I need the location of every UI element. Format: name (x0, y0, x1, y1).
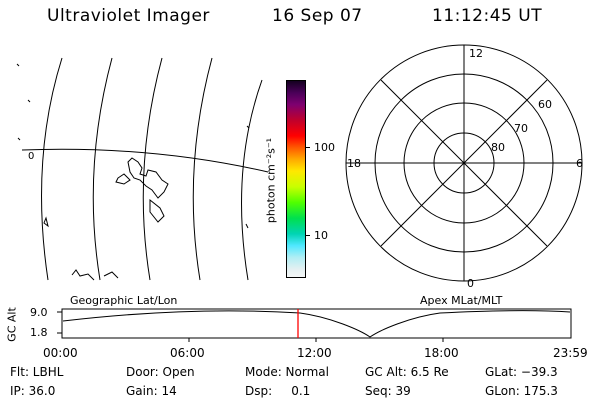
glat-info: GLat: −39.3 (485, 365, 558, 379)
mlt-label-dawn: 6 (576, 157, 583, 170)
colorbar-tick (306, 147, 310, 148)
seq-info: Seq: 39 (365, 384, 411, 398)
dsp-info: Dsp: 0.1 (245, 384, 311, 398)
altitude-strip-chart (57, 308, 572, 342)
gain-info: Gain: 14 (126, 384, 177, 398)
time-tick-label: 06:00 (170, 346, 205, 360)
time-tick-label: 23:59 (553, 346, 588, 360)
glon-info: GLon: 175.3 (485, 384, 558, 398)
date-label: 16 Sep 07 (272, 6, 363, 26)
door-info: Door: Open (126, 365, 195, 379)
mlat-label-60: 60 (538, 98, 552, 111)
mlt-label-midnight: 0 (467, 277, 474, 290)
ip-info: IP: 36.0 (10, 384, 56, 398)
mlt-label-noon: 12 (469, 47, 483, 60)
colorbar-unit-label: photon cm⁻²s⁻¹ (264, 137, 278, 224)
time-label: 11:12:45 UT (432, 6, 543, 26)
mlat-label-80: 80 (491, 141, 505, 154)
intensity-colorbar (286, 80, 306, 278)
time-tick-label: 00:00 (43, 346, 78, 360)
altitude-tick-min: 1.8 (30, 326, 48, 339)
altitude-axis-label: GC Alt (5, 307, 19, 342)
gc-alt-info: GC Alt: 6.5 Re (365, 365, 449, 379)
map-marker-label: 0 (28, 151, 35, 162)
geo-panel-caption: Geographic Lat/Lon (70, 294, 178, 307)
colorbar-tick-label: 100 (314, 141, 335, 154)
polar-panel-caption: Apex MLat/MLT (420, 294, 503, 307)
filter-info: Flt: LBHL (10, 365, 64, 379)
mlt-label-dusk: 18 (347, 157, 361, 170)
geographic-map (16, 57, 269, 281)
mlat-label-70: 70 (514, 122, 528, 135)
mode-info: Mode: Normal (245, 365, 329, 379)
time-tick-label: 12:00 (297, 346, 332, 360)
colorbar-tick-label: 10 (314, 229, 328, 242)
polar-mlat-mlt-plot (345, 44, 583, 282)
time-tick-label: 18:00 (424, 346, 459, 360)
colorbar-tick (306, 235, 310, 236)
altitude-tick-max: 9.0 (30, 306, 48, 319)
instrument-title: Ultraviolet Imager (47, 6, 210, 26)
